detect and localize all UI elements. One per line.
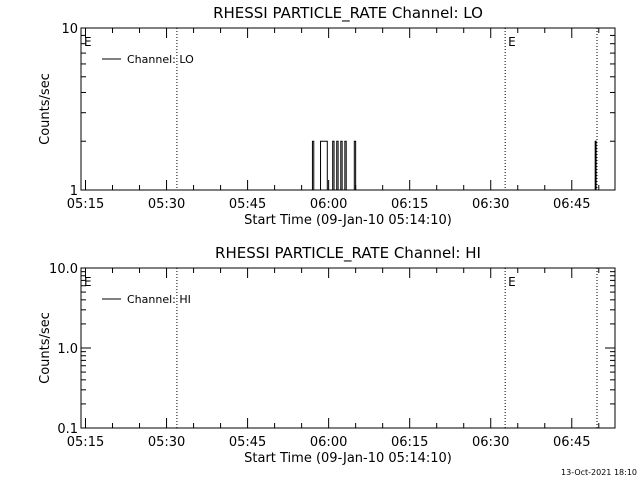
x-tick-label: 05:45: [229, 435, 266, 450]
y-tick-label: 1: [70, 184, 78, 199]
x-tick-label: 06:15: [391, 197, 428, 212]
x-tick-label: 06:30: [472, 435, 509, 450]
event-marker-label: E: [508, 35, 516, 49]
x-tick-label: 05:15: [67, 197, 104, 212]
y-tick-label: 10.0: [49, 262, 78, 277]
event-marker-label: E: [84, 275, 92, 289]
x-tick-label: 06:00: [310, 435, 347, 450]
x-tick-label: 06:00: [310, 197, 347, 212]
legend-label: Channel: LO: [127, 53, 194, 66]
y-axis-label: Counts/sec: [38, 73, 53, 145]
y-axis-label: Counts/sec: [38, 312, 53, 384]
x-tick-label: 05:30: [148, 197, 185, 212]
x-tick-label: 05:45: [229, 197, 266, 212]
x-tick-label: 05:30: [148, 435, 185, 450]
chart-title: RHESSI PARTICLE_RATE Channel: HI: [215, 244, 481, 263]
chart-panel-hi: RHESSI PARTICLE_RATE Channel: HI 0.1 1.0 10…: [38, 244, 616, 466]
series-line: [81, 140, 615, 191]
chart-panel-lo: RHESSI PARTICLE_RATE Channel: LO 1 10 Count…: [38, 4, 616, 228]
event-marker-label: E: [508, 275, 516, 289]
y-tick-label: 0.1: [57, 422, 78, 437]
x-tick-label: 06:30: [472, 197, 509, 212]
footer-timestamp: 13-Oct-2021 18:10: [561, 468, 637, 477]
x-axis-label: Start Time (09-Jan-10 05:14:10): [244, 451, 452, 466]
chart-title: RHESSI PARTICLE_RATE Channel: LO: [213, 4, 483, 23]
x-axis-label: Start Time (09-Jan-10 05:14:10): [244, 213, 452, 228]
x-tick-label: 06:45: [553, 197, 590, 212]
y-tick-label: 1.0: [57, 342, 78, 357]
legend-label: Channel: HI: [127, 293, 191, 306]
y-tick-label: 10: [61, 22, 78, 37]
x-tick-label: 06:45: [553, 435, 590, 450]
event-marker-label: E: [84, 35, 92, 49]
x-tick-label: 06:15: [391, 435, 428, 450]
x-tick-label: 05:15: [67, 435, 104, 450]
